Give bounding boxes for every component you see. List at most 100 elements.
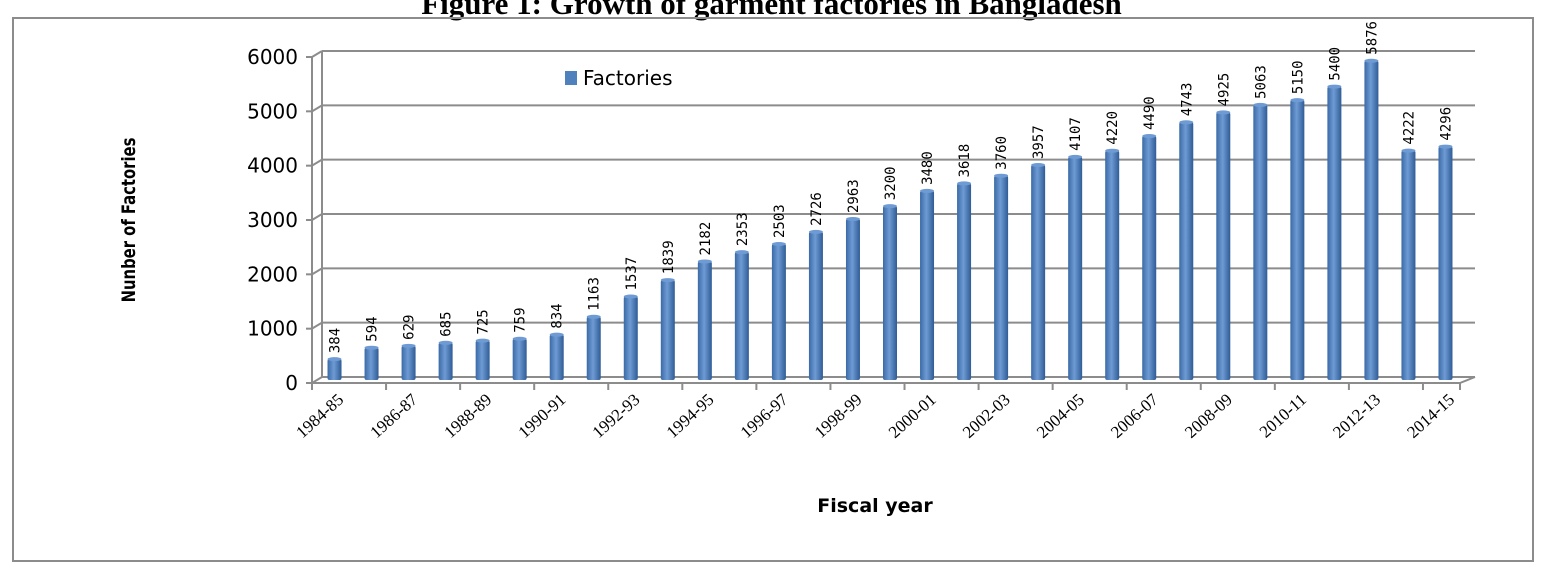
x-tick-label: 1992-93 — [589, 390, 644, 442]
bar-cap — [1031, 163, 1046, 168]
y-axis-title: Nunber of Factories — [118, 138, 140, 303]
x-tick-label: 2012-13 — [1329, 390, 1384, 442]
bar-cap — [623, 294, 638, 299]
data-label: 2963 — [846, 179, 862, 213]
bar-cap — [512, 336, 527, 341]
data-label: 834 — [550, 303, 566, 328]
bar-cap — [364, 345, 379, 350]
legend-label: Factories — [583, 66, 673, 90]
data-label: 5876 — [1364, 21, 1380, 55]
x-axis-title: Fiscal year — [817, 495, 933, 517]
bar — [1105, 150, 1120, 380]
data-label: 4107 — [1068, 117, 1084, 151]
bar — [1179, 122, 1194, 380]
bar-cap — [808, 229, 823, 234]
data-label: 384 — [328, 328, 344, 353]
data-label: 2503 — [772, 204, 788, 238]
gridline-depth — [311, 213, 323, 221]
bar — [1364, 60, 1379, 380]
bar — [623, 296, 638, 380]
bar — [549, 334, 564, 380]
data-label: 1163 — [587, 277, 603, 311]
bar — [660, 280, 675, 380]
x-tick-label: 2000-01 — [885, 390, 940, 442]
x-tick-label: 2010-11 — [1256, 390, 1310, 442]
y-tick-label: 2000 — [247, 262, 298, 286]
bar-cap — [1179, 120, 1194, 125]
bar-cap — [771, 242, 786, 247]
y-tick-label: 0 — [285, 371, 298, 395]
data-label: 2353 — [735, 212, 751, 246]
bar — [512, 338, 527, 380]
data-label: 4743 — [1179, 83, 1195, 117]
data-label: 4925 — [1216, 73, 1232, 107]
data-label: 725 — [476, 309, 492, 334]
gridline-depth — [311, 158, 323, 167]
data-label: 5150 — [1290, 60, 1306, 94]
y-tick-label: 5000 — [247, 99, 298, 123]
x-tick-label: 1988-89 — [440, 390, 495, 442]
floor-edge — [1459, 376, 1476, 384]
data-label: 759 — [513, 307, 529, 332]
bar-cap — [660, 278, 675, 283]
bar-cap — [1105, 148, 1120, 153]
bar-cap — [1438, 144, 1453, 149]
x-tick-label: 2014-15 — [1403, 390, 1458, 442]
chart-title: Figure 1: Growth of garment factories in… — [421, 0, 1122, 21]
bar — [1327, 86, 1342, 380]
bar — [883, 206, 897, 380]
x-tick-label: 2004-05 — [1033, 390, 1088, 442]
bar — [364, 347, 379, 380]
data-label: 4222 — [1401, 111, 1417, 145]
bar — [1031, 165, 1046, 380]
bar-cap — [475, 338, 490, 343]
bar-cap — [845, 217, 860, 222]
bar — [586, 316, 601, 380]
y-tick-label: 1000 — [247, 317, 298, 341]
x-tick-label: 1986-87 — [366, 390, 421, 442]
data-label: 3618 — [957, 144, 973, 178]
x-tick-label: 1984-85 — [292, 390, 347, 442]
data-label: 2726 — [809, 192, 825, 226]
x-tick-label: 1998-99 — [811, 390, 866, 442]
bar — [845, 219, 860, 380]
y-tick-label: 4000 — [247, 154, 298, 178]
bar — [920, 190, 935, 380]
x-tick-label: 2002-03 — [959, 390, 1014, 442]
bar-cap — [697, 259, 712, 264]
bar — [1253, 104, 1268, 380]
gridline-depth — [311, 50, 323, 58]
bar — [1216, 112, 1231, 381]
y-tick-label: 6000 — [247, 45, 298, 69]
x-tick-label: 2006-07 — [1107, 390, 1162, 442]
bar — [808, 231, 823, 380]
x-tick-label: 1996-97 — [737, 390, 792, 442]
bar-cap — [1290, 98, 1305, 103]
bar — [401, 345, 416, 380]
bar — [957, 183, 972, 380]
data-label: 4296 — [1438, 107, 1454, 141]
bar-cap — [586, 314, 601, 319]
x-tick-label: 1994-95 — [663, 390, 718, 442]
bar — [1142, 136, 1157, 380]
gridline-depth — [311, 104, 323, 113]
bar — [734, 252, 749, 380]
x-tick-label: 1990-91 — [515, 390, 570, 442]
bar-cap — [327, 357, 342, 362]
bar — [1068, 156, 1083, 380]
data-label: 1537 — [624, 257, 640, 291]
data-label: 594 — [365, 316, 381, 341]
bar-cap — [1068, 154, 1083, 159]
data-label: 4490 — [1142, 96, 1158, 130]
y-tick-label: 3000 — [247, 208, 298, 232]
data-label: 4220 — [1105, 111, 1121, 145]
bar — [1290, 100, 1305, 380]
bar-cap — [1216, 110, 1231, 115]
bar-cap — [1142, 134, 1157, 139]
bar — [475, 340, 490, 380]
data-label: 5400 — [1327, 47, 1343, 81]
bar — [1438, 146, 1453, 380]
legend-swatch — [565, 71, 577, 85]
bar — [771, 244, 786, 380]
